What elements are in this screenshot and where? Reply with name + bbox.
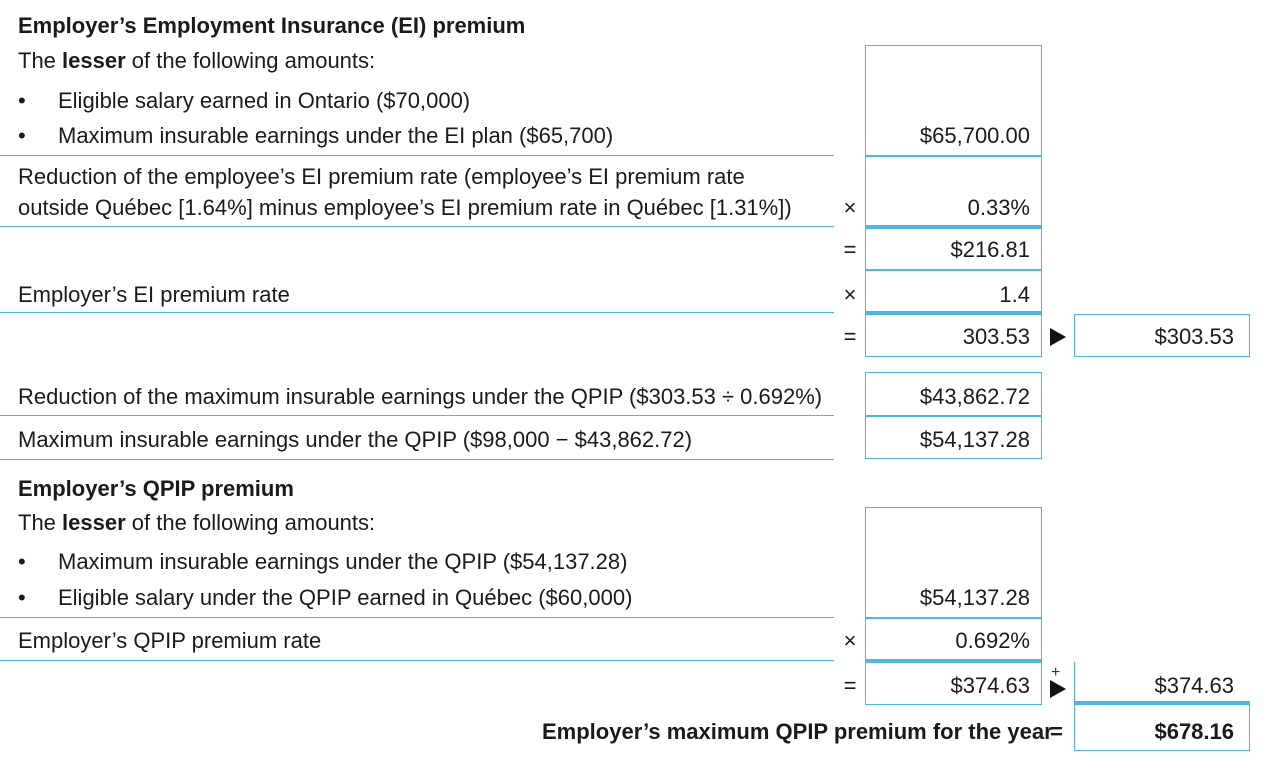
qpip-max-value: $54,137.28 — [919, 427, 1030, 452]
carry-arrow-icon — [1050, 328, 1066, 346]
total-rule — [865, 225, 1042, 229]
qpip-lesser-intro: The lesser of the following amounts: — [18, 510, 375, 536]
qpip-max-box — [865, 416, 1042, 459]
ei-lesser-pre: The — [18, 48, 63, 73]
ei-amount-box — [865, 45, 1042, 156]
ei-rate-value: 1.4 — [999, 282, 1030, 307]
divider — [0, 415, 834, 416]
qpip-lesser-post: of the following amounts: — [125, 510, 376, 535]
qpip-reduction-box — [865, 372, 1042, 416]
ei-lesser-post: of the following amounts: — [125, 48, 376, 73]
vertical-rule — [1074, 662, 1075, 702]
ei-result-box — [865, 314, 1042, 357]
ei-carried-value: $303.53 — [1154, 324, 1234, 349]
plus-icon: + — [1051, 664, 1061, 681]
ei-lesser-bold: lesser — [62, 48, 126, 73]
ei-reduction-value: 0.33% — [967, 195, 1030, 220]
ei-subtotal-value: $216.81 — [950, 237, 1030, 262]
divider — [0, 660, 834, 661]
multiply-sign: × — [843, 282, 857, 307]
bullet-icon: • — [18, 549, 26, 574]
equals-sign: = — [843, 237, 857, 262]
carry-arrow-icon — [1050, 680, 1066, 698]
equals-sign: = — [843, 673, 857, 698]
bullet-icon: • — [18, 88, 26, 113]
equals-sign: = — [1050, 719, 1063, 744]
total-rule — [865, 659, 1042, 663]
bullet-icon: • — [18, 123, 26, 148]
multiply-sign: × — [843, 195, 857, 220]
total-box — [1074, 703, 1250, 751]
divider — [0, 617, 834, 618]
qpip-section-title: Employer’s QPIP premium — [18, 476, 294, 501]
qpip-reduction-label: Reduction of the maximum insurable earni… — [18, 384, 823, 409]
qpip-amount-value: $54,137.28 — [919, 585, 1030, 610]
divider — [0, 226, 834, 227]
divider — [0, 312, 834, 313]
ei-bullet-max-insurable: Maximum insurable earnings under the EI … — [58, 123, 614, 148]
ei-carried-box — [1074, 314, 1250, 357]
ei-reduction-label-line2: outside Québec [1.64%] minus employee’s … — [18, 195, 792, 220]
qpip-max-label: Maximum insurable earnings under the QPI… — [18, 427, 693, 452]
qpip-amount-box — [865, 507, 1042, 618]
ei-reduction-label-line1: Reduction of the employee’s EI premium r… — [18, 164, 745, 189]
multiply-sign: × — [843, 628, 857, 653]
qpip-rate-value: 0.692% — [955, 628, 1030, 653]
ei-lesser-intro: The lesser of the following amounts: — [18, 48, 375, 74]
ei-bullet-ontario-salary: Eligible salary earned in Ontario ($70,0… — [58, 88, 471, 113]
ei-amount-value: $65,700.00 — [919, 123, 1030, 148]
equals-sign: = — [843, 324, 857, 349]
qpip-result-value: $374.63 — [950, 673, 1030, 698]
qpip-reduction-value: $43,862.72 — [919, 384, 1030, 409]
total-rule — [865, 311, 1042, 315]
qpip-bullet-max-insurable: Maximum insurable earnings under the QPI… — [58, 549, 628, 574]
qpip-lesser-pre: The — [18, 510, 63, 535]
bullet-icon: • — [18, 585, 26, 610]
ei-subtotal-box — [865, 228, 1042, 270]
ei-result-value: 303.53 — [962, 324, 1030, 349]
divider — [0, 459, 834, 460]
qpip-bullet-quebec-salary: Eligible salary under the QPIP earned in… — [58, 585, 633, 610]
qpip-rate-label: Employer’s QPIP premium rate — [18, 628, 322, 653]
total-label: Employer’s maximum QPIP premium for the … — [542, 719, 1053, 744]
total-value: $678.16 — [1154, 719, 1234, 744]
qpip-carried-value: $374.63 — [1154, 673, 1234, 698]
ei-rate-label: Employer’s EI premium rate — [18, 282, 290, 307]
qpip-lesser-bold: lesser — [62, 510, 126, 535]
qpip-result-box — [865, 662, 1042, 705]
divider — [0, 155, 834, 156]
ei-section-title: Employer’s Employment Insurance (EI) pre… — [18, 13, 526, 38]
